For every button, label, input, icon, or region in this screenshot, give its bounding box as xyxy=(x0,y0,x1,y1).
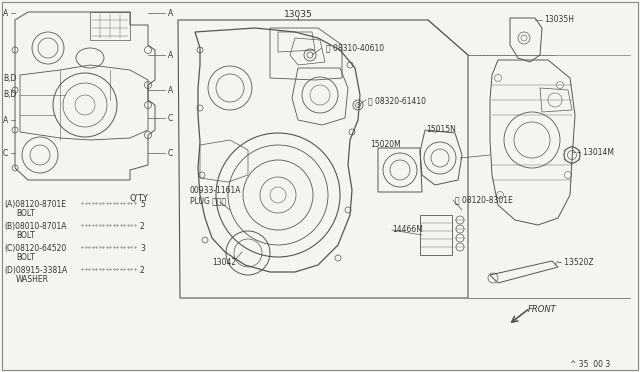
Text: Ⓢ 08320-61410: Ⓢ 08320-61410 xyxy=(368,96,426,105)
Text: B,D: B,D xyxy=(3,90,17,99)
Text: FRONT: FRONT xyxy=(528,305,557,314)
Text: (C)08120-64520: (C)08120-64520 xyxy=(4,244,67,253)
Text: (A)08120-8701E: (A)08120-8701E xyxy=(4,200,66,209)
Text: – 13014M: – 13014M xyxy=(577,148,614,157)
Text: 5: 5 xyxy=(140,200,145,209)
Text: BOLT: BOLT xyxy=(16,253,35,262)
Text: – 13520Z: – 13520Z xyxy=(558,258,594,267)
Text: A: A xyxy=(168,86,173,94)
Text: B,D: B,D xyxy=(3,74,17,83)
Text: 2: 2 xyxy=(140,222,145,231)
Text: Ⓑ 08120-8301E: Ⓑ 08120-8301E xyxy=(455,195,513,204)
Text: 00933-1161A: 00933-1161A xyxy=(190,186,241,195)
Text: 13035H: 13035H xyxy=(544,15,574,24)
Text: 13042: 13042 xyxy=(212,258,236,267)
Text: 3: 3 xyxy=(140,244,145,253)
Text: WASHER: WASHER xyxy=(16,275,49,284)
Text: 15015N: 15015N xyxy=(426,125,456,134)
Text: A: A xyxy=(3,9,8,17)
Text: C: C xyxy=(168,148,173,157)
Text: 2: 2 xyxy=(140,266,145,275)
Text: BOLT: BOLT xyxy=(16,209,35,218)
Text: Ⓢ 08310-40610: Ⓢ 08310-40610 xyxy=(326,43,384,52)
Text: A: A xyxy=(3,115,8,125)
Text: 14466M: 14466M xyxy=(392,225,423,234)
Text: (B)08010-8701A: (B)08010-8701A xyxy=(4,222,67,231)
Text: ^ 35  00 3: ^ 35 00 3 xyxy=(570,360,611,369)
Bar xyxy=(420,215,452,255)
Text: C: C xyxy=(168,113,173,122)
Text: A: A xyxy=(168,9,173,17)
Text: PLUG プラグ: PLUG プラグ xyxy=(190,196,226,205)
Text: 13035: 13035 xyxy=(284,10,312,19)
Text: C: C xyxy=(3,148,8,157)
Text: BOLT: BOLT xyxy=(16,231,35,240)
Text: A: A xyxy=(168,51,173,60)
Text: Q'TY: Q'TY xyxy=(129,194,148,203)
Text: 15020M: 15020M xyxy=(370,140,401,149)
Text: (D)08915-3381A: (D)08915-3381A xyxy=(4,266,67,275)
